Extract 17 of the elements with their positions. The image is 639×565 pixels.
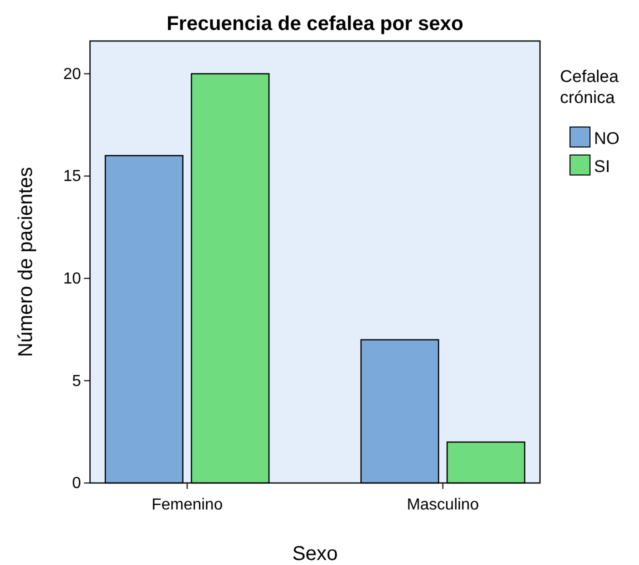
y-tick-label: 5 (72, 372, 82, 390)
bar (360, 339, 440, 484)
x-tick-label: Masculino (406, 496, 479, 514)
y-axis-title: Número de pacientes (15, 166, 37, 358)
legend-label: NO (594, 129, 620, 148)
chart-title: Frecuencia de cefalea por sexo (166, 13, 464, 35)
x-tick-label: Femenino (152, 496, 223, 514)
y-tick-label: 15 (63, 168, 82, 186)
legend-label: SI (594, 157, 610, 176)
y-tick-label: 20 (63, 66, 82, 83)
x-axis-title: Sexo (292, 543, 338, 565)
bar (446, 441, 526, 484)
bar (190, 73, 270, 484)
legend-title: Cefalea crónica (560, 67, 620, 107)
y-tick-label: 0 (72, 475, 82, 492)
y-tick-label: 10 (63, 270, 82, 288)
bar (104, 154, 184, 484)
